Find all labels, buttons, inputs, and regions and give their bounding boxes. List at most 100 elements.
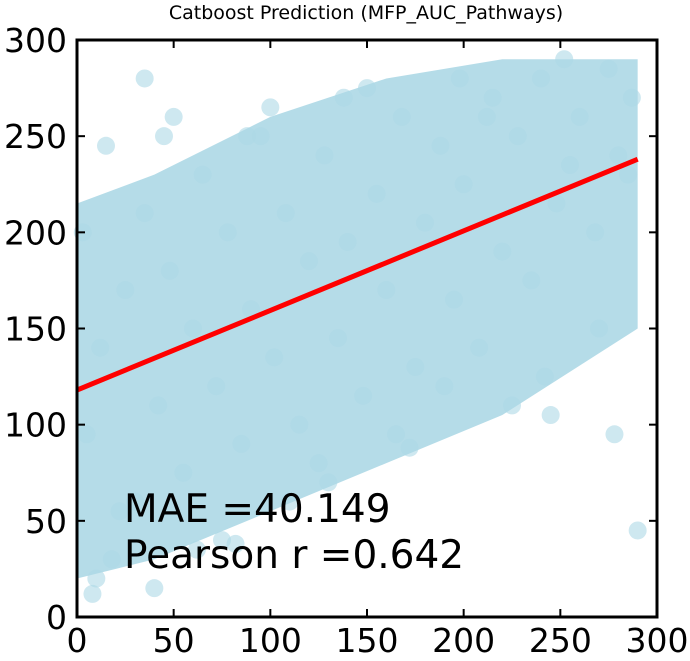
scatter-point: [207, 377, 226, 396]
scatter-point: [242, 300, 260, 319]
scatter-point: [174, 463, 193, 482]
scatter-point: [319, 473, 338, 492]
scatter-point: [187, 540, 206, 559]
y-tick-label: 50: [25, 502, 67, 541]
scatter-point: [160, 261, 179, 280]
x-axis: 0 50 100 150 200 250 300: [67, 40, 689, 660]
scatter-point: [87, 569, 106, 588]
scatter-point: [535, 367, 554, 386]
scatter-point: [193, 165, 212, 184]
scatter-point: [135, 204, 154, 223]
scatter-point: [338, 232, 357, 251]
x-tick-label: 100: [239, 621, 302, 660]
scatter-point: [77, 425, 96, 444]
y-tick-label: 250: [4, 117, 67, 156]
regression-line: [76, 156, 639, 393]
x-tick-label: 300: [626, 621, 689, 660]
scatter-point: [477, 107, 496, 126]
scatter-point: [503, 396, 521, 415]
scatter-point: [102, 550, 121, 569]
scatter-point: [251, 127, 270, 146]
mae-annotation: MAE =40.149: [124, 487, 391, 532]
scatter-point: [416, 213, 434, 232]
scatter-point: [377, 281, 396, 300]
scatter-point: [184, 319, 202, 338]
y-tick-label: 200: [4, 213, 67, 252]
scatter-point: [155, 127, 173, 146]
scatter-point: [218, 223, 237, 242]
scatter-point: [406, 357, 425, 376]
x-tick-label: 250: [529, 621, 592, 660]
scatter-point: [470, 338, 489, 357]
scatter-point: [387, 425, 405, 444]
scatter-point: [435, 377, 454, 396]
x-tick-label: 150: [336, 621, 399, 660]
scatter-point: [532, 69, 550, 88]
scatter-point: [605, 425, 624, 444]
y-tick-label: 100: [4, 406, 67, 445]
scatter-point: [541, 406, 560, 425]
scatter-point: [116, 281, 135, 300]
scatter-point: [622, 88, 641, 107]
scatter-point: [431, 136, 450, 155]
scatter-point: [358, 79, 376, 98]
scatter-point: [609, 146, 628, 165]
scatter-point: [367, 184, 386, 203]
y-axis: 0 50 100 150 200 250 300: [4, 21, 657, 637]
y-tick-label: 0: [46, 598, 67, 637]
chart-title: Catboost Prediction (MFP_AUC_Pathways): [169, 2, 563, 24]
scatter-point: [392, 107, 411, 126]
scatter-point: [619, 165, 637, 184]
scatter-point: [561, 156, 579, 175]
scatter-point: [149, 396, 168, 415]
scatter-point: [300, 252, 318, 271]
scatter-point: [145, 579, 164, 598]
scatter-point: [508, 127, 527, 146]
scatter-point: [290, 415, 309, 434]
scatter-point: [400, 438, 419, 457]
scatter-point: [586, 223, 605, 242]
scatter-point: [329, 329, 347, 348]
x-tick-label: 200: [432, 621, 495, 660]
scatter-point: [628, 521, 647, 540]
scatter-point: [213, 531, 231, 550]
scatter-point: [522, 271, 541, 290]
scatter-point: [570, 107, 589, 126]
scatter-point: [238, 127, 257, 146]
scatter-point: [265, 348, 284, 367]
scatter-point: [280, 492, 299, 511]
pearson-annotation: Pearson r =0.642: [124, 533, 464, 578]
y-tick-label: 150: [4, 310, 67, 349]
scatter-point: [445, 290, 463, 309]
scatter-point: [315, 146, 334, 165]
scatter-points: [73, 50, 647, 603]
fit-line-group: [76, 156, 639, 393]
scatter-point: [450, 69, 469, 88]
scatter-point: [232, 434, 251, 453]
scatter-point: [590, 319, 608, 338]
scatter-point: [334, 88, 353, 107]
scatter-point: [97, 136, 115, 155]
scatter-point: [547, 194, 566, 213]
scatter-point: [276, 204, 295, 223]
y-tick-label: 300: [4, 21, 67, 60]
scatter-point: [164, 107, 183, 126]
scatter-point: [83, 584, 102, 603]
scatter-point: [555, 50, 574, 69]
x-tick-label: 0: [67, 621, 88, 660]
scatter-point: [91, 338, 110, 357]
scatter-point: [493, 242, 512, 261]
scatter-point: [454, 175, 473, 194]
scatter-point: [126, 492, 144, 511]
point-cloud-band: [77, 59, 638, 579]
scatter-point: [135, 69, 154, 88]
scatter-point: [354, 386, 373, 405]
scatter-point: [483, 88, 502, 107]
scatter-point: [110, 502, 129, 521]
scatter-point: [226, 534, 245, 553]
x-tick-label: 50: [153, 621, 195, 660]
scatter-point: [261, 98, 280, 117]
scatter-point: [599, 59, 618, 78]
scatter-point: [309, 454, 328, 473]
